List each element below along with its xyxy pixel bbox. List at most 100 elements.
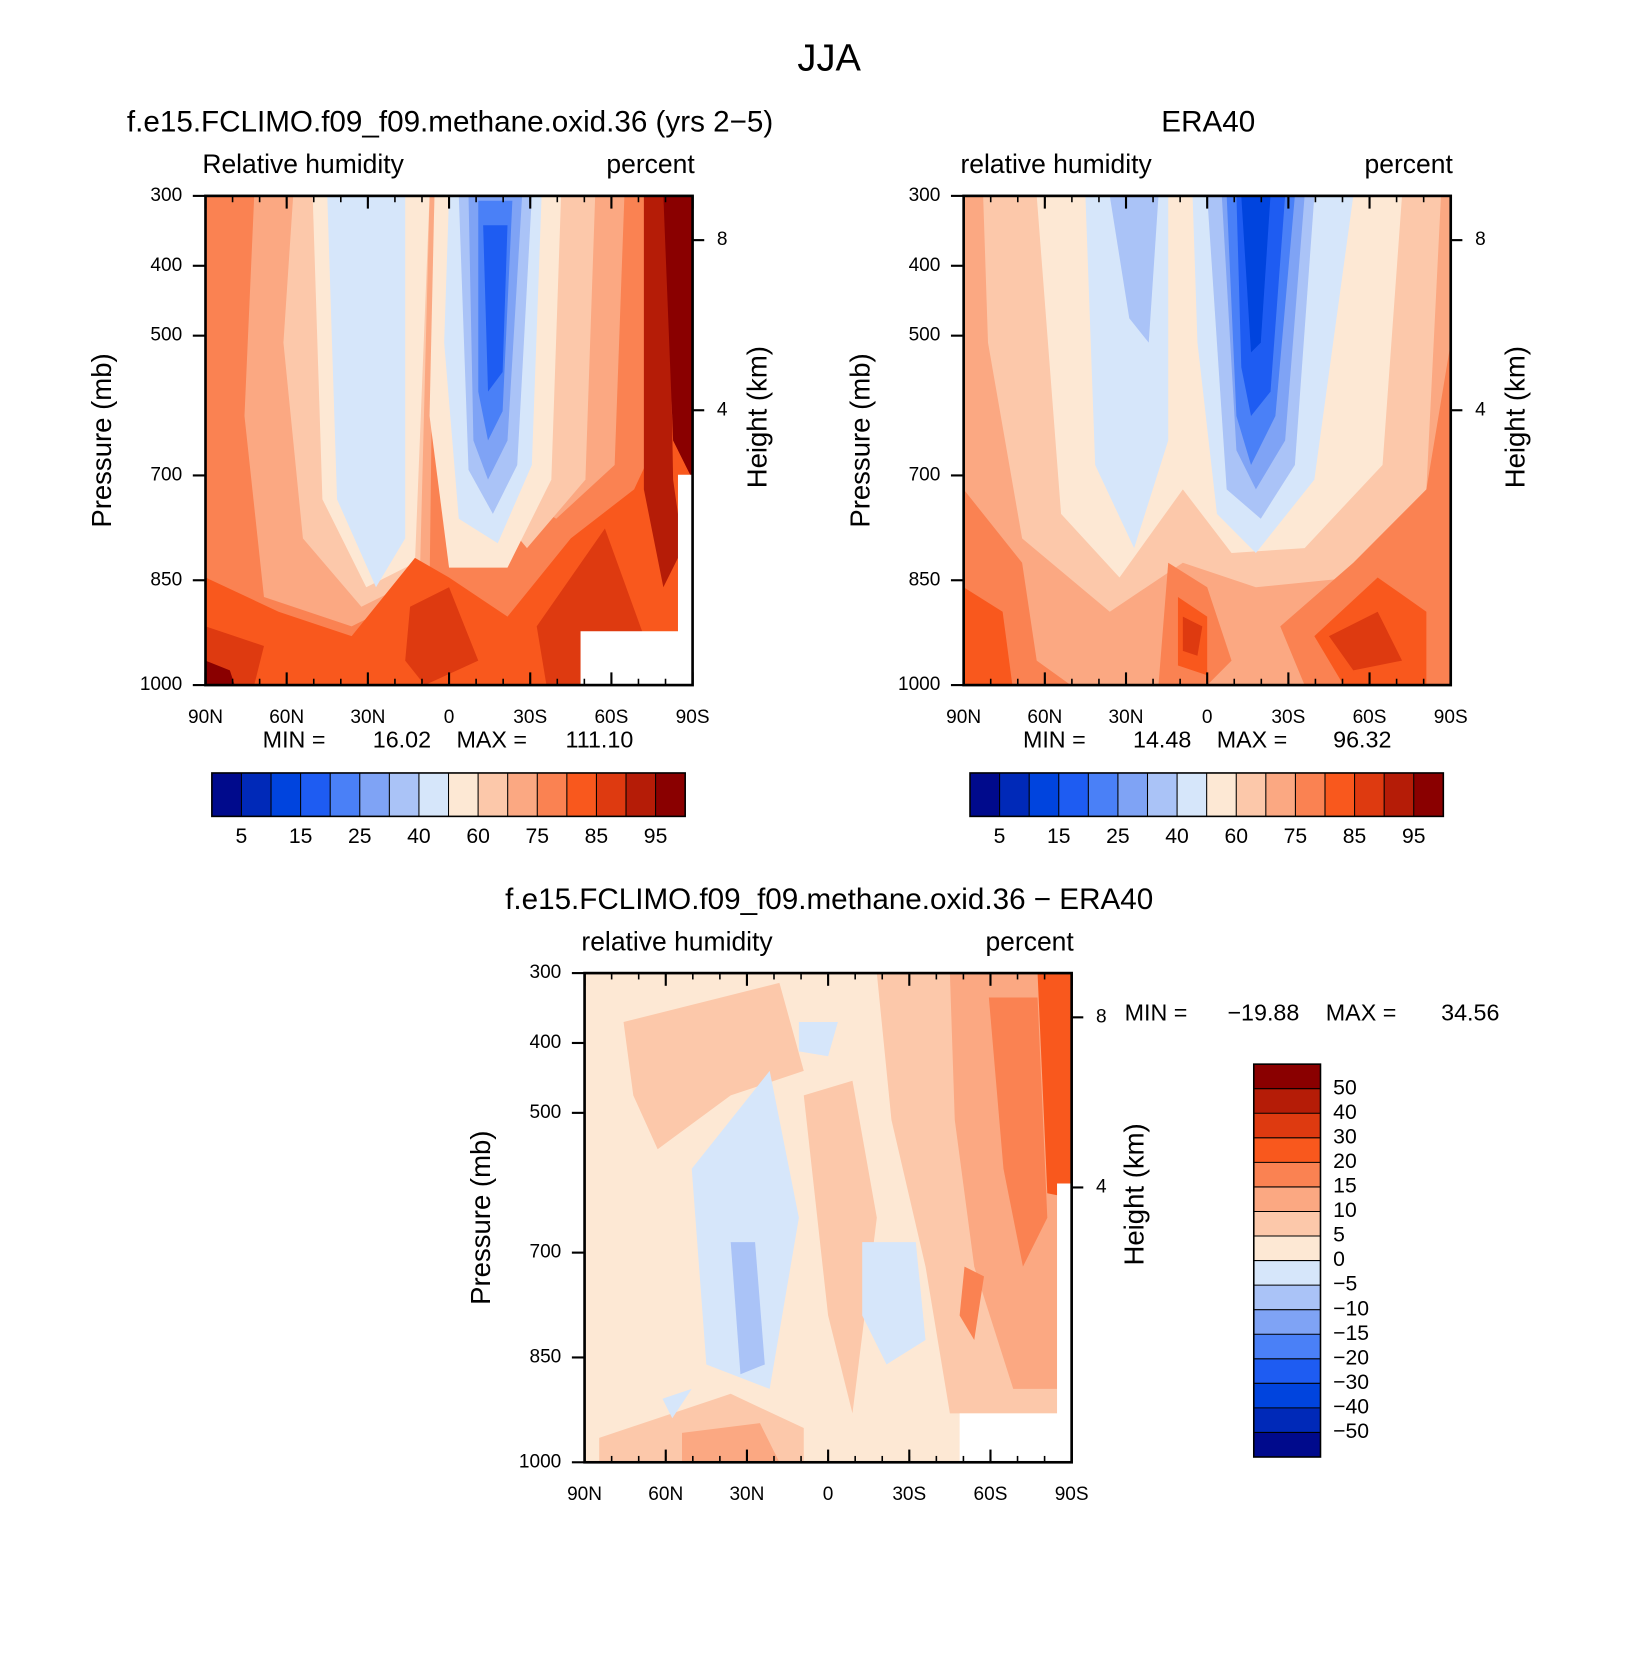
colorbar-label: 5 bbox=[994, 825, 1006, 848]
y-tick-label: 1000 bbox=[140, 674, 182, 695]
x-tick-label: 90S bbox=[1434, 707, 1468, 728]
colorbar-box bbox=[1253, 1260, 1321, 1286]
y2-axis-label: Height (km) bbox=[742, 346, 773, 488]
colorbar-box bbox=[1384, 772, 1414, 817]
x-tick-label: 90N bbox=[567, 1484, 602, 1505]
colorbar-label: 50 bbox=[1333, 1076, 1357, 1099]
contour-region bbox=[959, 1266, 984, 1340]
x-tick-label: 30N bbox=[729, 1484, 764, 1505]
colorbar-box bbox=[1265, 772, 1296, 817]
colorbar-label: 25 bbox=[348, 825, 372, 848]
colorbar-box bbox=[1253, 1162, 1321, 1187]
colorbar-box bbox=[418, 772, 449, 817]
max-value: 34.56 bbox=[1441, 1000, 1499, 1026]
contour-region bbox=[623, 982, 804, 1150]
min-value: −19.88 bbox=[1227, 1000, 1299, 1026]
colorbar-box bbox=[970, 772, 1000, 817]
min-value: 14.48 bbox=[1133, 726, 1191, 752]
left-label: relative humidity bbox=[960, 149, 1152, 179]
y-tick-label: 850 bbox=[530, 1346, 562, 1367]
colorbar-box bbox=[1253, 1137, 1321, 1163]
colorbar-label: −40 bbox=[1333, 1395, 1369, 1418]
contour-region bbox=[483, 225, 508, 392]
y-tick-label: 700 bbox=[530, 1242, 562, 1263]
x-tick-label: 90S bbox=[1055, 1484, 1089, 1505]
colorbar-box bbox=[1253, 1334, 1321, 1359]
x-tick-label: 90S bbox=[676, 707, 710, 728]
colorbar-label: 40 bbox=[1333, 1101, 1357, 1124]
colorbar-label: 15 bbox=[1333, 1175, 1357, 1198]
y2-tick-label: 4 bbox=[717, 399, 728, 420]
y-tick-label: 1000 bbox=[519, 1451, 561, 1472]
colorbar-label: 85 bbox=[1343, 825, 1367, 848]
colorbar-box bbox=[271, 772, 301, 817]
colorbar-label: −10 bbox=[1333, 1297, 1369, 1320]
colorbar-label: 25 bbox=[1106, 825, 1130, 848]
colorbar-label: 95 bbox=[1402, 825, 1426, 848]
x-tick-label: 60N bbox=[1027, 707, 1062, 728]
colorbar-box bbox=[1088, 772, 1118, 817]
colorbar-box bbox=[999, 772, 1030, 817]
contour-region bbox=[663, 195, 693, 480]
min-label: MIN = bbox=[1125, 1000, 1188, 1026]
max-value: 111.10 bbox=[566, 726, 634, 752]
contour-region bbox=[730, 1242, 765, 1375]
colorbar-box bbox=[1253, 1285, 1321, 1310]
colorbar-box bbox=[1253, 1383, 1321, 1408]
panel-title: ERA40 bbox=[1161, 106, 1255, 139]
colorbar-label: 75 bbox=[1284, 825, 1308, 848]
colorbar-box bbox=[300, 772, 331, 817]
colorbar-box bbox=[1253, 1211, 1321, 1237]
x-tick-label: 60N bbox=[648, 1484, 683, 1505]
x-tick-label: 90N bbox=[188, 707, 223, 728]
y2-tick-label: 8 bbox=[1096, 1006, 1107, 1027]
colorbar-label: 60 bbox=[1224, 825, 1248, 848]
max-value: 96.32 bbox=[1333, 726, 1391, 752]
colorbar-frame bbox=[211, 772, 686, 818]
contour-region bbox=[643, 195, 683, 588]
x-tick-label: 30N bbox=[1109, 707, 1144, 728]
contour-region bbox=[798, 1022, 838, 1057]
y2-tick-label: 4 bbox=[1475, 399, 1486, 420]
contour-region bbox=[1037, 973, 1072, 1199]
colorbar-frame bbox=[969, 772, 1445, 818]
x-tick-label: 30S bbox=[892, 1484, 926, 1505]
y2-tick-label: 8 bbox=[717, 229, 728, 250]
colorbar-box bbox=[478, 772, 508, 817]
x-tick-label: 30S bbox=[513, 707, 547, 728]
colorbar-box bbox=[626, 772, 656, 817]
colorbar-label: −50 bbox=[1333, 1420, 1369, 1443]
colorbar-label: 40 bbox=[1165, 825, 1189, 848]
colorbar-box bbox=[1253, 1236, 1321, 1261]
contour-region bbox=[1241, 195, 1271, 353]
y-tick-label: 300 bbox=[909, 185, 941, 206]
y-axis-label: Pressure (mb) bbox=[86, 353, 117, 527]
colorbar-label: 10 bbox=[1333, 1199, 1357, 1222]
colorbar-box bbox=[241, 772, 272, 817]
contour-region bbox=[803, 1080, 877, 1414]
colorbar-box bbox=[507, 772, 538, 817]
colorbar-label: 85 bbox=[585, 825, 609, 848]
x-tick-label: 60S bbox=[1353, 707, 1387, 728]
contour-region bbox=[1328, 611, 1403, 671]
contour-region bbox=[327, 195, 406, 588]
contour-region bbox=[405, 587, 479, 686]
panel-title: f.e15.FCLIMO.f09_f09.methane.oxid.36 − E… bbox=[505, 883, 1153, 916]
colorbar-label: 15 bbox=[289, 825, 313, 848]
colorbar-box bbox=[1253, 1358, 1321, 1384]
contour-region bbox=[662, 1388, 692, 1419]
colorbar-label: 40 bbox=[407, 825, 431, 848]
y-tick-label: 400 bbox=[150, 255, 182, 276]
colorbar-box bbox=[330, 772, 360, 817]
colorbar-box bbox=[1253, 1407, 1321, 1433]
right-label: percent bbox=[985, 926, 1074, 956]
colorbar-label: 5 bbox=[1333, 1224, 1345, 1247]
y-tick-label: 300 bbox=[150, 185, 182, 206]
colorbar-label: 75 bbox=[525, 825, 549, 848]
y-axis-label: Pressure (mb) bbox=[844, 353, 875, 527]
x-tick-label: 60N bbox=[269, 707, 304, 728]
panel-title: f.e15.FCLIMO.f09_f09.methane.oxid.36 (yr… bbox=[127, 106, 773, 139]
colorbar-box bbox=[566, 772, 597, 817]
colorbar-label: −5 bbox=[1333, 1273, 1357, 1296]
